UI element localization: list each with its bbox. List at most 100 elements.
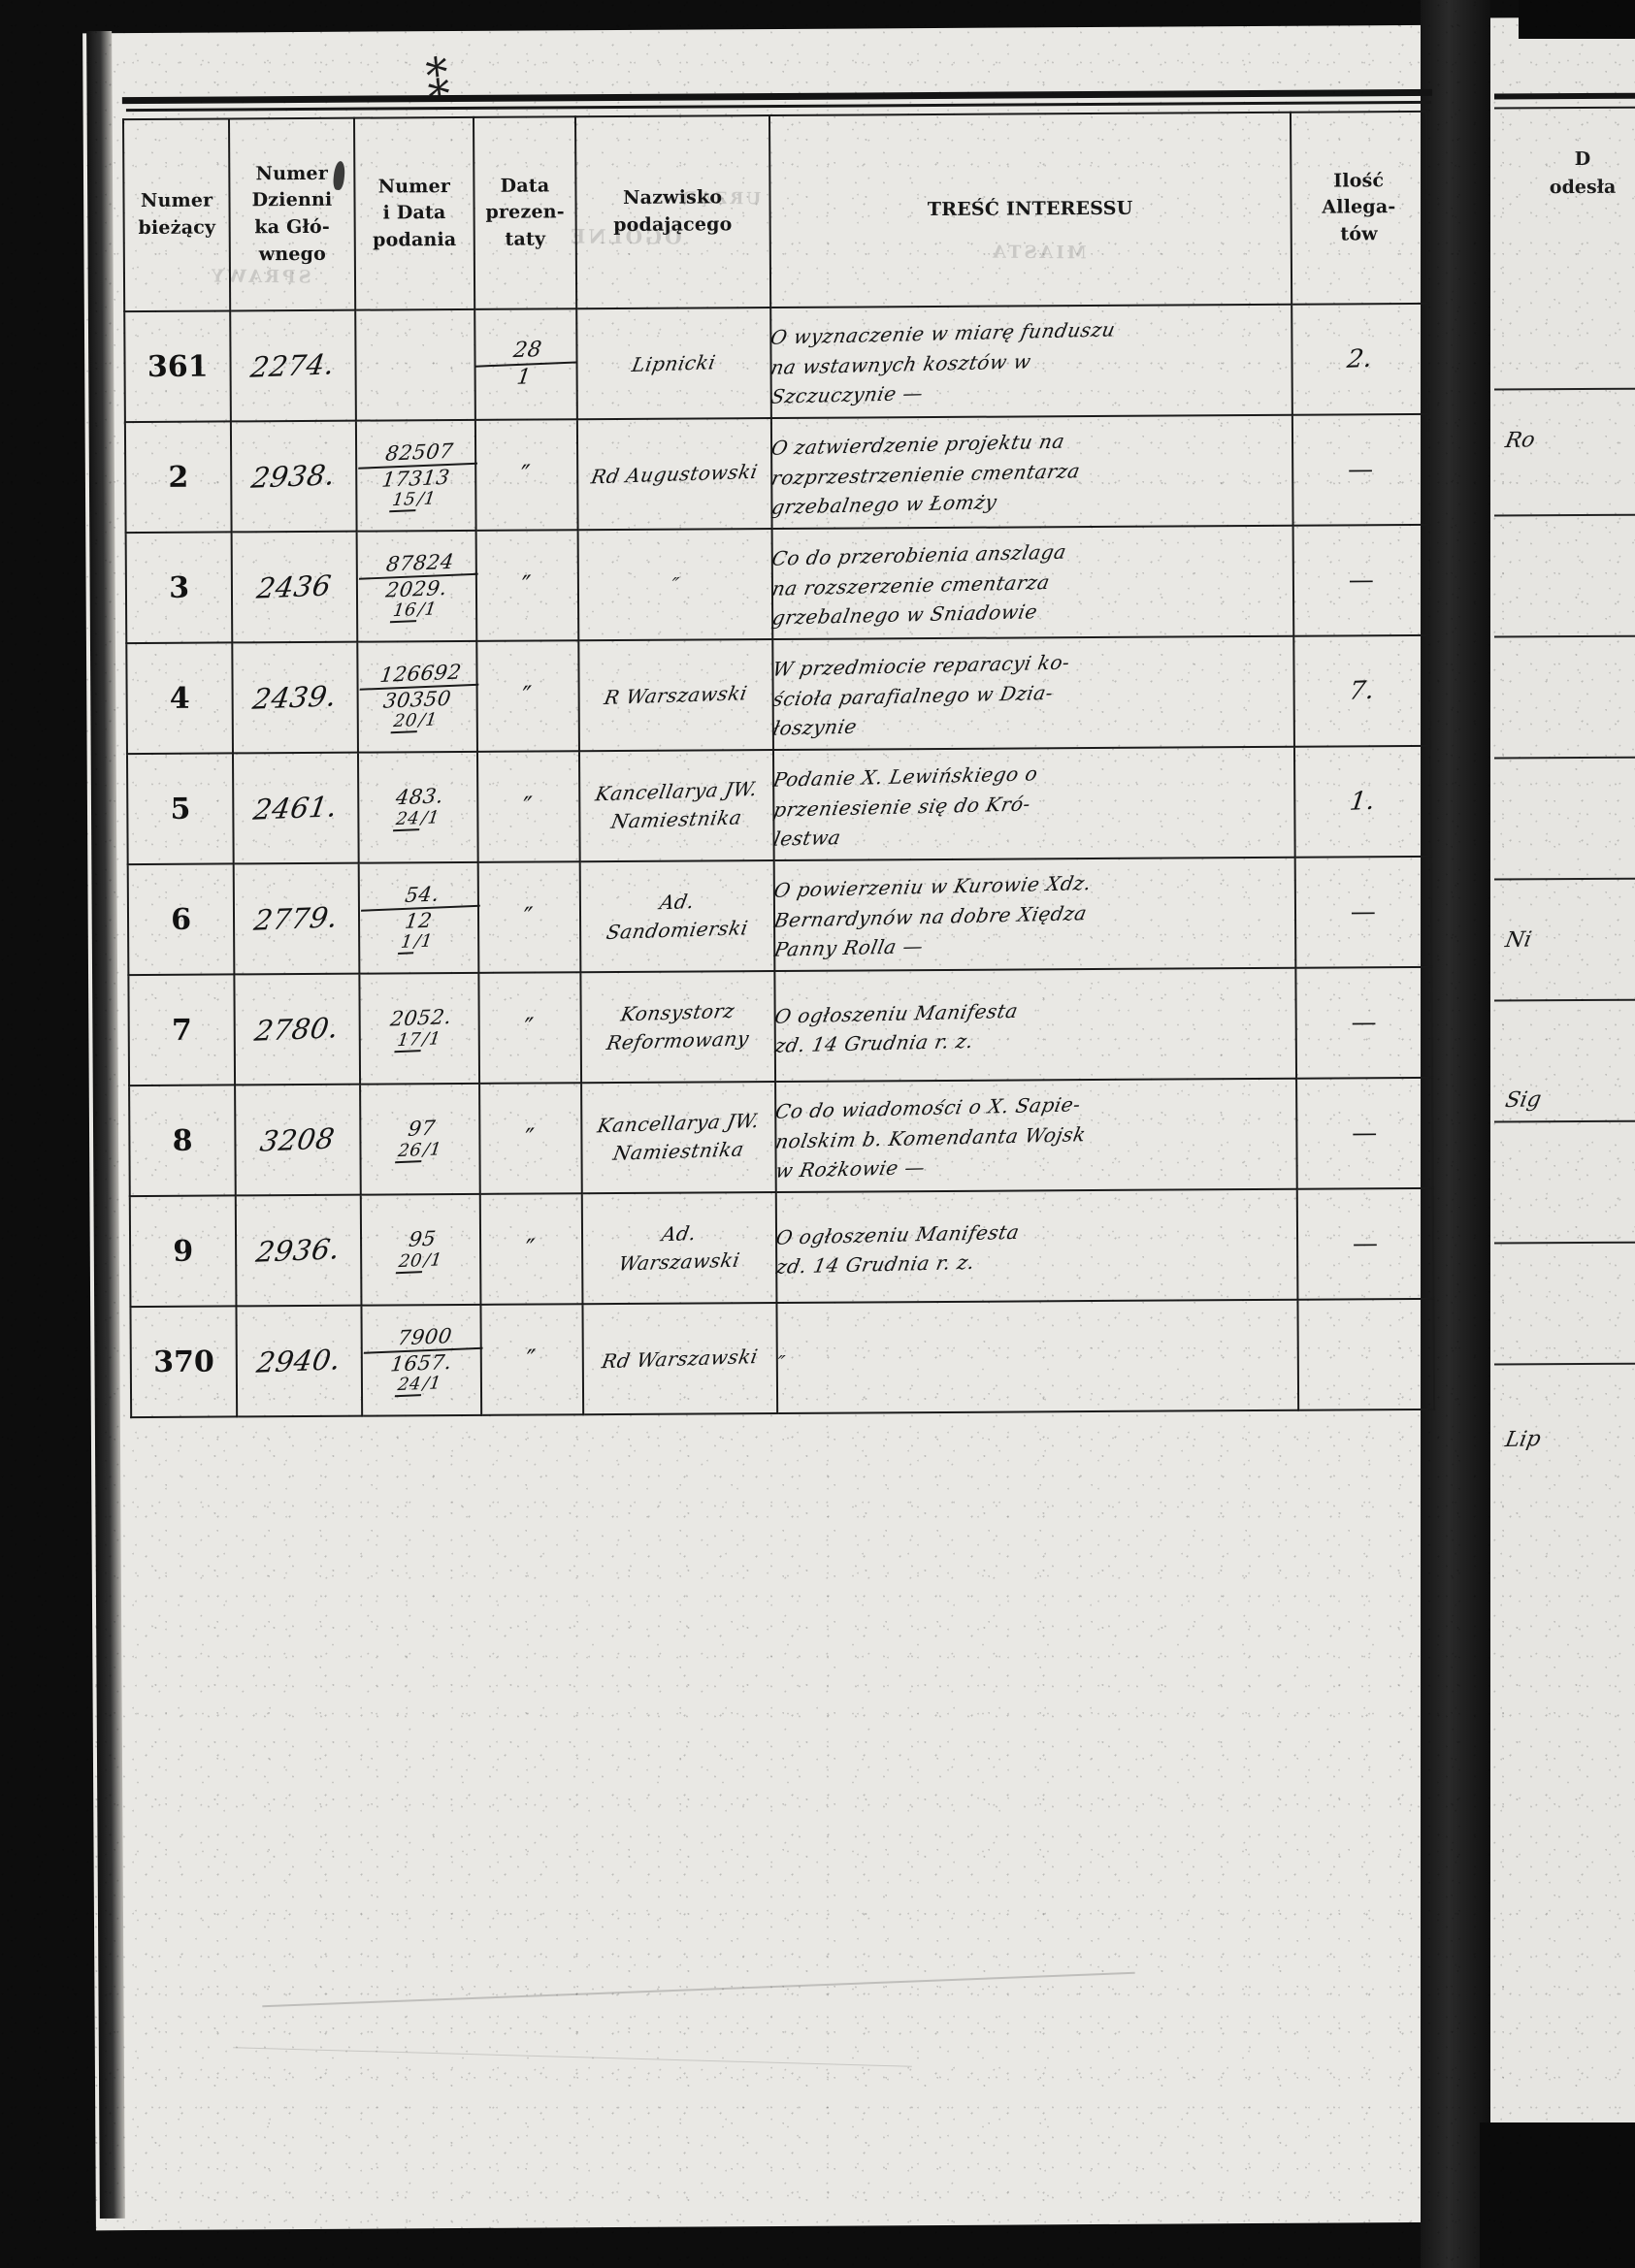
header-line: bieżący [138, 216, 216, 240]
header-line: podania [373, 228, 457, 251]
cell-tresc-interessu: O ogłoszeniu Manifesta zd. 14 Grudnia r. … [773, 1188, 1298, 1304]
cell-nazwisko-podajacego: Lipnicki [576, 308, 771, 420]
table-header: Numer bieżący Numer Dzienni ka Głó- wneg… [122, 111, 1428, 312]
cell-numer-i-data-podania: 54. 12 1/1 [357, 861, 480, 974]
cell-ilosc-allegatow: 7. [1292, 634, 1430, 747]
table-row: 361 2274. 28 1 Lipnicki O wyznaczenie w miarę… [124, 303, 1428, 423]
podanie-fraction: 82507 17313 15/1 [352, 439, 480, 513]
header-tresc-interessu: TREŚĆ INTERESSU [768, 112, 1292, 308]
handwritten-line: Warszawski [616, 1247, 742, 1276]
cell-nazwisko-podajacego: Rd Augustowski [576, 418, 772, 531]
cell-tresc-interessu: Podanie X. Lewińskiego o przeniesienie si… [770, 746, 1295, 861]
header-line: Ilość [1333, 169, 1385, 192]
page-gutter [1421, 0, 1490, 2268]
header-line: podającego [613, 213, 733, 237]
ditto-mark: ″ [525, 1123, 537, 1153]
cell-ilosc-allegatow: 1. [1293, 745, 1431, 858]
podanie-date: 16/1 [353, 599, 474, 624]
cell-numer-i-data-podania: 483. 24/1 [356, 751, 480, 863]
handwritten-value: 2436 [254, 568, 335, 605]
podanie-date: 20/1 [359, 1248, 480, 1274]
table-row: 8 3208 97 26/1 ″ Kancellarya JW. Namiestnika Co… [129, 1077, 1433, 1197]
cell-numer-i-data-podania: 82507 17313 15/1 [354, 419, 477, 532]
cell-ilosc-allegatow: — [1296, 1187, 1434, 1300]
register-table-wrapper: Numer bieżący Numer Dzienni ka Głó- wneg… [121, 88, 1435, 1418]
ditto-mark: ″ [526, 1345, 539, 1375]
podanie-fraction: 2052. 17/1 [357, 1005, 481, 1053]
header-line: Data [500, 175, 550, 197]
cell-nazwisko-podajacego: R Warszawski [578, 639, 773, 752]
header-line: tów [1340, 222, 1378, 245]
podanie-date: 15/1 [352, 488, 474, 513]
handwritten-line: ″ [669, 572, 681, 597]
header-nazwisko-podajacego: Nazwisko podającego [574, 115, 770, 309]
cell-numer-i-data-podania [354, 308, 476, 421]
allegaty-value: — [1347, 455, 1374, 485]
cell-data-prezentaty: ″ [479, 1083, 582, 1194]
podanie-date: 17/1 [357, 1027, 478, 1053]
cell-data-prezentaty: ″ [478, 972, 581, 1084]
cell-data-prezentaty: ″ [476, 640, 579, 752]
allegaty-value: — [1352, 1229, 1379, 1259]
podanie-fraction: 483. 24/1 [356, 784, 480, 831]
cell-nazwisko-podajacego: Ad. Warszawski [581, 1192, 776, 1305]
cell-numer-i-data-podania: 126692 30350 20/1 [355, 640, 478, 753]
header-line: Dzienni [251, 189, 333, 211]
allegaty-value: 1. [1348, 786, 1378, 817]
cell-numer-biezacy: 370 [130, 1306, 238, 1418]
header-ilosc-allegatow: Ilość Allega- tów [1290, 111, 1428, 305]
cell-tresc-interessu: O zatwierdzenie projektu na rozprzestrzen… [768, 414, 1293, 530]
handwritten-value: 2936. [253, 1232, 343, 1269]
cell-tresc-interessu: O powierzeniu w Kurowie Xdz. Bernardynów … [771, 857, 1296, 972]
cell-ilosc-allegatow: — [1295, 966, 1433, 1079]
header-line: prezen- [485, 201, 565, 224]
cell-tresc-interessu: Co do wiadomości o X. Sapie-nolskim b. K… [773, 1078, 1297, 1193]
handwritten-value: 2779. [251, 900, 342, 937]
handwritten-value: 2780. [252, 1011, 342, 1048]
header-numer-biezacy: Numer bieżący [122, 118, 231, 312]
cell-numer-i-data-podania: 87824 2029. 16/1 [353, 530, 478, 642]
cell-numer-dziennika: 3208 [235, 1084, 361, 1196]
header-line: i Data [382, 202, 446, 224]
cell-numer-dziennika: 2938. [231, 420, 357, 533]
header-line: Numer [140, 190, 213, 212]
handwritten-line: Rd Warszawski [600, 1344, 760, 1373]
facing-page-sheet [1478, 16, 1635, 2250]
handwritten-value: 2938. [249, 458, 339, 495]
handwritten-line: R Warszawski [602, 680, 750, 709]
cell-data-prezentaty: ″ [480, 1304, 584, 1415]
podanie-date: 24/1 [356, 806, 477, 831]
table-body: 361 2274. 28 1 Lipnicki O wyznaczenie w miarę… [124, 303, 1435, 1418]
cell-numer-biezacy: 8 [129, 1085, 237, 1197]
header-line: Allega- [1322, 196, 1396, 218]
facing-page-fragment: Ro [1503, 428, 1537, 454]
podanie-date: 26/1 [358, 1138, 479, 1163]
podanie-fraction: 126692 30350 20/1 [353, 660, 481, 734]
handwritten-value: 2940. [254, 1343, 343, 1379]
cell-numer-dziennika: 2779. [234, 862, 360, 975]
handwritten-value: 2461. [251, 790, 341, 826]
allegaty-value: — [1348, 566, 1374, 596]
header-line: TREŚĆ INTERESSU [927, 197, 1133, 221]
facing-page-fragment: Lip [1503, 1427, 1543, 1453]
facing-page-fragment: Sig [1503, 1087, 1544, 1114]
cell-numer-dziennika: 2436 [231, 531, 357, 643]
handwritten-line: Namiestnika [610, 1137, 746, 1165]
handwritten-line: Sandomierski [604, 916, 750, 944]
facing-header-line: odesła [1549, 176, 1617, 198]
table-row: 7 2780. 2052. 17/1 ″ Konsystorz Reformowany O o… [128, 966, 1433, 1086]
cell-numer-biezacy: 5 [126, 753, 235, 865]
podanie-fraction: 97 26/1 [358, 1116, 482, 1163]
cell-ilosc-allegatow: — [1292, 524, 1430, 636]
header-numer-dziennika: Numer Dzienni ka Głó- wnego [229, 117, 355, 311]
ditto-mark: ″ [521, 570, 534, 600]
cell-numer-dziennika: 2439. [232, 641, 358, 754]
cell-nazwisko-podajacego: ″ [577, 529, 772, 641]
cell-numer-dziennika: 2936. [236, 1194, 362, 1307]
podanie-fraction: 54. 12 1/1 [355, 882, 483, 955]
prezentata-fraction: 28 1 [473, 337, 579, 392]
podanie-date: 24/1 [357, 1373, 478, 1398]
header-data-prezentaty: Data prezen- taty [474, 116, 577, 309]
cell-data-prezentaty: ″ [480, 1193, 583, 1305]
